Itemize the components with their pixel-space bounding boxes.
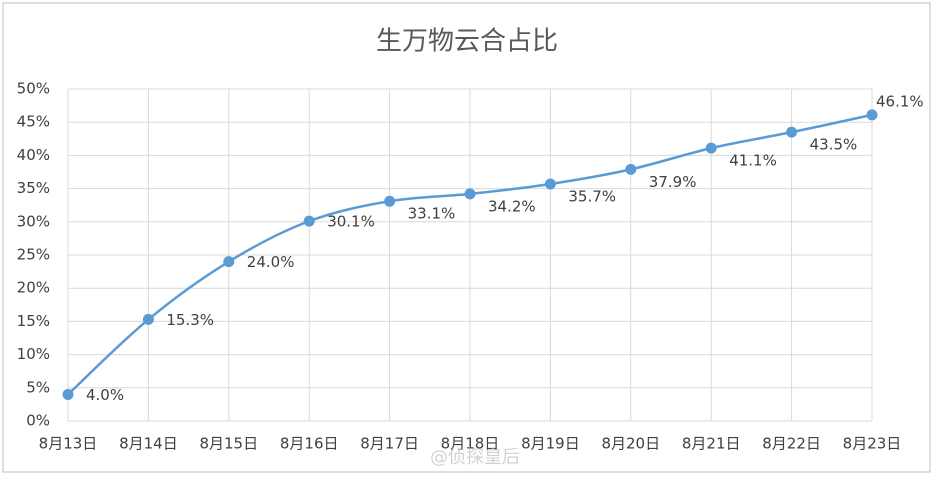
data-label: 4.0% bbox=[86, 386, 124, 404]
point bbox=[786, 126, 798, 138]
y-tick-label: 40% bbox=[17, 146, 50, 164]
point bbox=[464, 188, 476, 200]
point bbox=[303, 215, 315, 227]
data-label: 34.2% bbox=[488, 197, 536, 215]
x-tick-label: 8月17日 bbox=[360, 435, 419, 453]
data-label: 46.1% bbox=[876, 92, 924, 110]
y-tick-label: 20% bbox=[17, 279, 50, 297]
point bbox=[705, 142, 717, 154]
y-tick-label: 10% bbox=[17, 345, 50, 363]
x-tick-label: 8月21日 bbox=[682, 435, 741, 453]
point bbox=[223, 256, 235, 268]
point bbox=[142, 313, 154, 325]
chart-title: 生万物云合占比 bbox=[376, 27, 558, 57]
data-label: 24.0% bbox=[247, 253, 295, 271]
data-label: 43.5% bbox=[810, 136, 858, 154]
x-tick-label: 8月23日 bbox=[843, 435, 902, 453]
y-tick-label: 35% bbox=[17, 179, 50, 197]
x-tick-label: 8月15日 bbox=[199, 435, 258, 453]
x-tick-label: 8月16日 bbox=[280, 435, 339, 453]
y-tick-label: 5% bbox=[26, 378, 50, 396]
chart-border bbox=[2, 2, 931, 473]
watermark: @侦探皇后 bbox=[430, 447, 520, 468]
point bbox=[384, 195, 396, 207]
x-tick-label: 8月19日 bbox=[521, 435, 580, 453]
point bbox=[62, 388, 74, 400]
data-label: 30.1% bbox=[327, 213, 375, 231]
y-tick-label: 15% bbox=[17, 312, 50, 330]
point bbox=[625, 163, 637, 175]
y-tick-label: 0% bbox=[26, 412, 50, 430]
data-label: 41.1% bbox=[729, 152, 777, 170]
point bbox=[544, 178, 556, 190]
y-tick-label: 25% bbox=[17, 246, 50, 264]
x-tick-label: 8月13日 bbox=[39, 435, 98, 453]
y-tick-label: 30% bbox=[17, 212, 50, 230]
x-tick-label: 8月14日 bbox=[119, 435, 178, 453]
y-tick-label: 45% bbox=[17, 113, 50, 131]
data-label: 37.9% bbox=[649, 173, 697, 191]
y-tick-label: 50% bbox=[17, 80, 50, 98]
x-tick-label: 8月20日 bbox=[601, 435, 660, 453]
x-tick-label: 8月22日 bbox=[762, 435, 821, 453]
data-label: 35.7% bbox=[568, 187, 616, 205]
data-label: 15.3% bbox=[166, 311, 214, 329]
data-label: 33.1% bbox=[408, 205, 456, 223]
point bbox=[866, 109, 878, 121]
x-tick-label: 8月18日 bbox=[441, 435, 500, 453]
